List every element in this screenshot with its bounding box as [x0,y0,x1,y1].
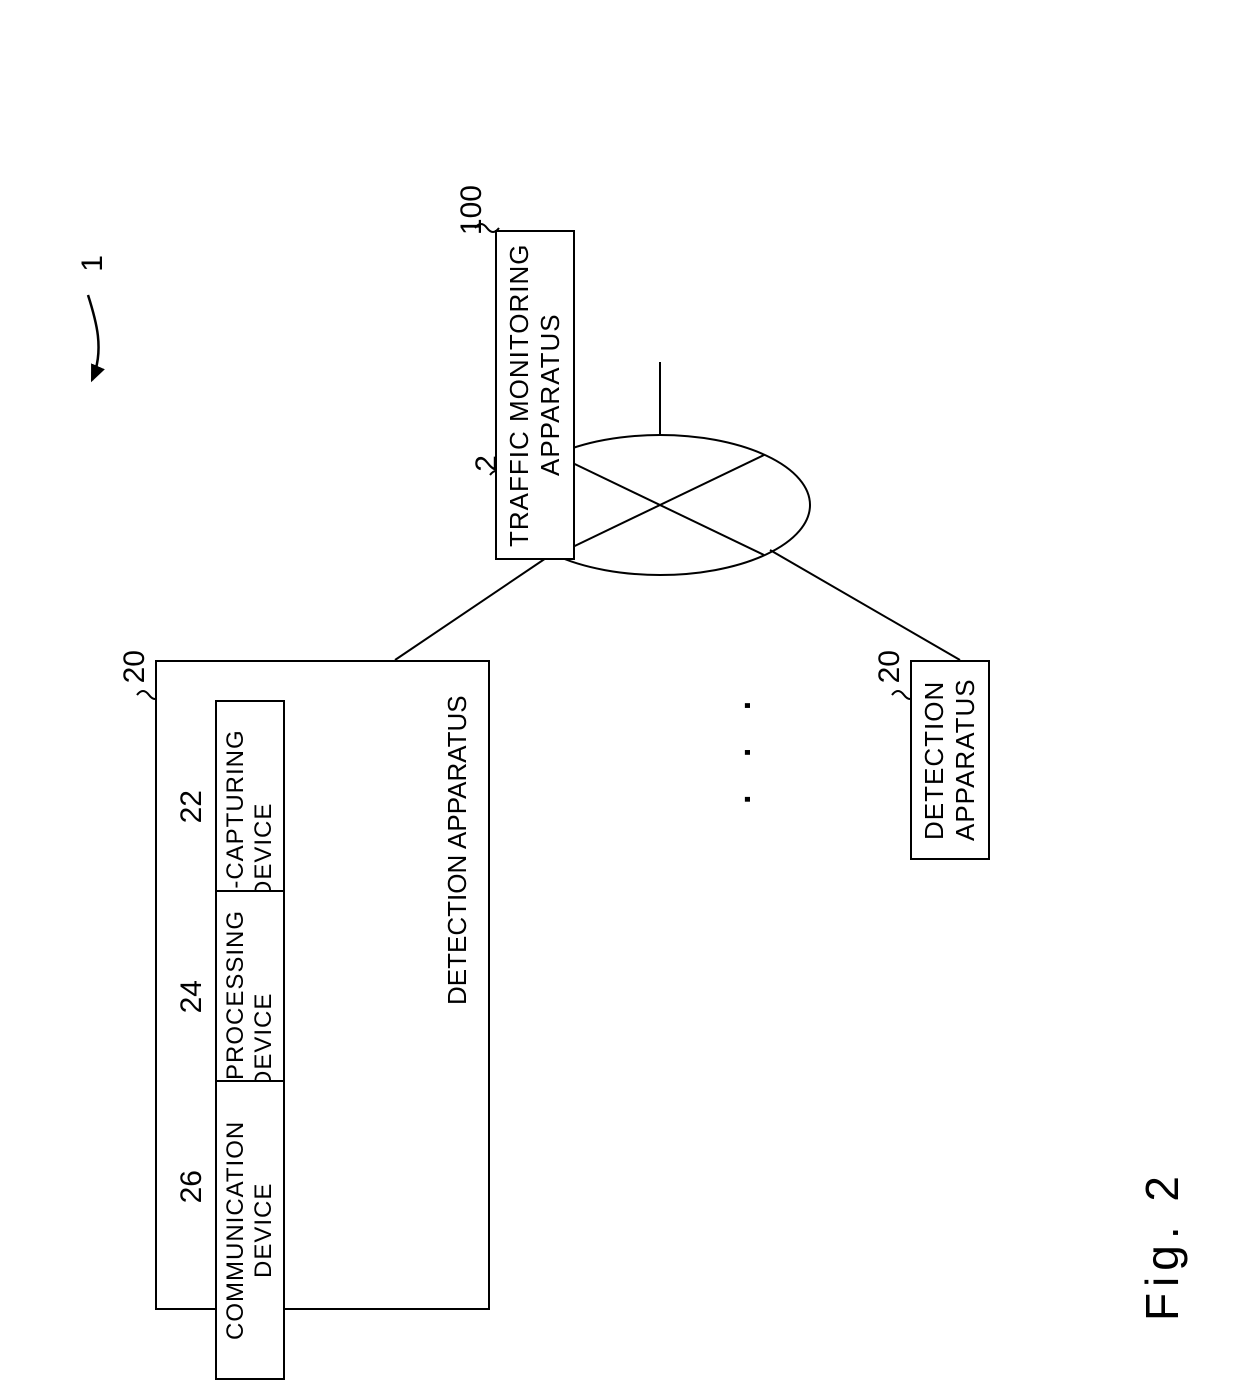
device-26-ref: 26 [175,1170,209,1203]
traffic-monitoring-box: TRAFFIC MONITORING APPARATUS [495,230,575,560]
network-ref-label: 2 [470,455,504,472]
figure-label: Fig. 2 [1135,1170,1189,1321]
system-ref-label: 1 [76,255,110,272]
system-ref-arrow [88,295,99,380]
detection-apparatus-right: DETECTION APPARATUS [910,660,990,860]
communication-device-box: COMMUNICATION DEVICE [215,1080,285,1380]
link-det-right [770,550,960,660]
diagram-canvas: 1 TRAFFIC MONITORING APPARATUS 100 2 DET… [0,0,1240,1390]
device-22-ref: 22 [175,790,209,823]
detection-left-ref: 20 [118,650,152,683]
monitor-ref-label: 100 [455,185,489,235]
device-24-ref: 24 [175,980,209,1013]
link-det-left [395,552,555,660]
detection-left-title: DETECTION APPARATUS [442,680,473,1020]
detection-right-ref: 20 [873,650,907,683]
ellipsis-label: . . . [720,680,759,810]
